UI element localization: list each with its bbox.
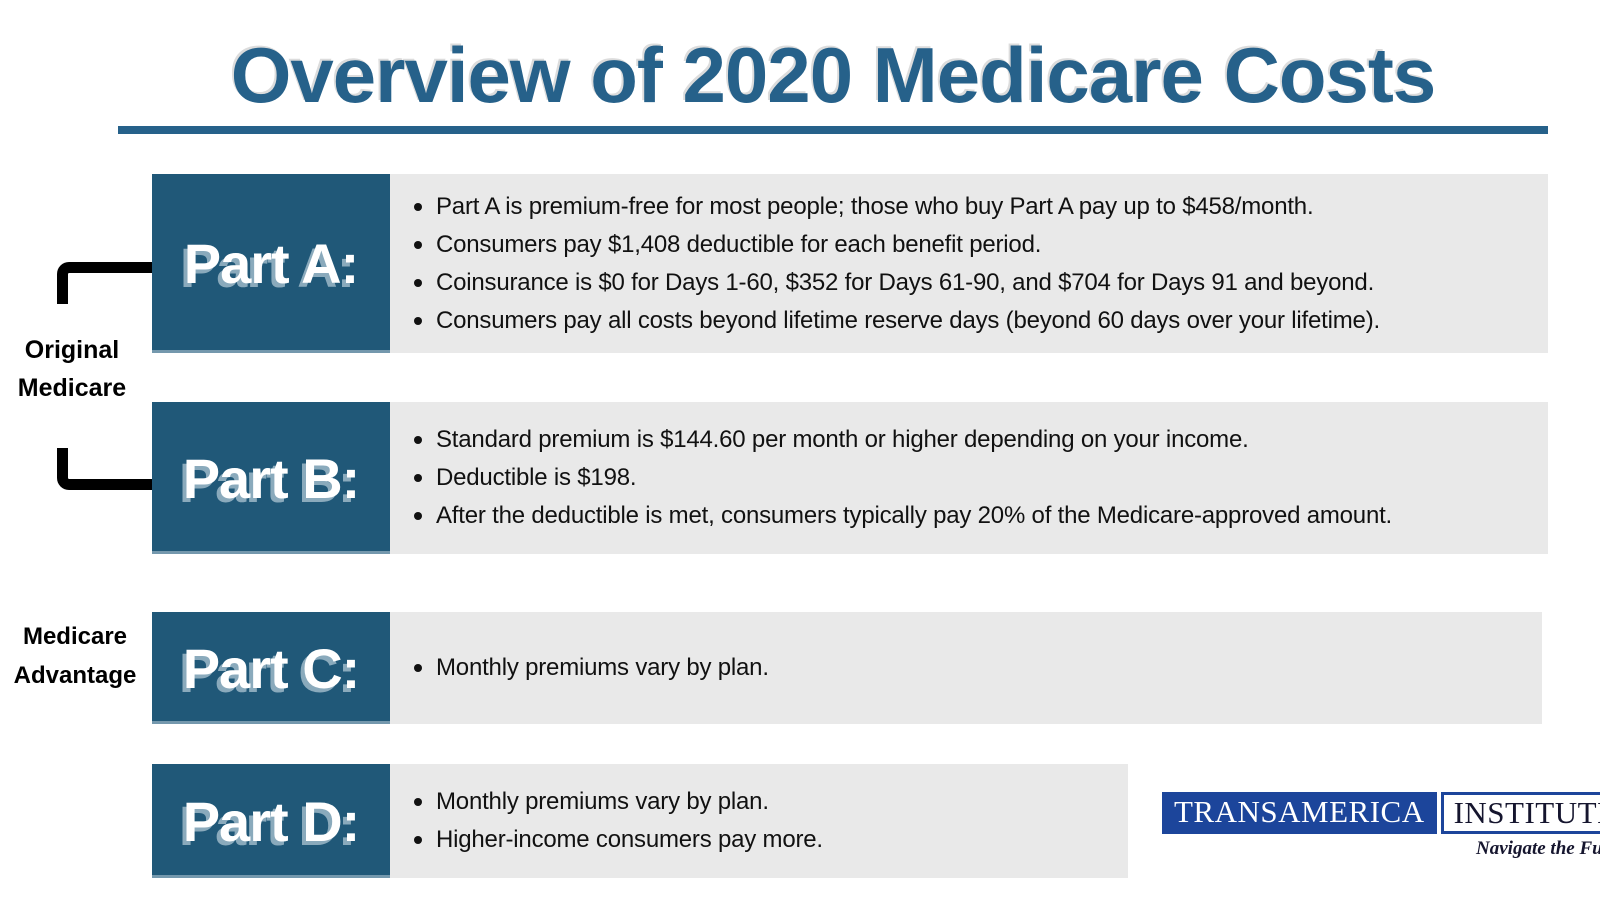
bullet-text: Consumers pay all costs beyond lifetime … <box>436 306 1380 334</box>
medicare-advantage-label-line1: Medicare <box>22 623 128 650</box>
part-a-label: Part A: <box>183 232 360 295</box>
bullet-text: Higher-income consumers pay more. <box>436 826 823 853</box>
bullet-item: Standard premium is $144.60 per month or… <box>414 421 1548 459</box>
part-d-label-box: Part D: <box>152 764 390 878</box>
bullet-dot <box>414 474 422 482</box>
title-block: Overview of 2020 Medicare Costs <box>118 31 1548 134</box>
original-medicare-bracket-bottom <box>57 448 154 490</box>
logo-brand-text: TRANSAMERICA <box>1174 793 1425 829</box>
bullet-text: Consumers pay $1,408 deductible for each… <box>436 230 1042 258</box>
bullet-dot <box>414 278 422 287</box>
logo-tagline: Navigate the Future. <box>1476 838 1600 859</box>
bullet-text: Part A is premium-free for most people; … <box>436 192 1314 220</box>
original-medicare-bracket-top <box>57 262 154 304</box>
bullet-item: Monthly premiums vary by plan. <box>414 783 1128 821</box>
part-d-details: Monthly premiums vary by plan. Higher-in… <box>390 764 1128 878</box>
part-a-row: Part A: Part A is premium-free for most … <box>152 174 1548 353</box>
part-b-label: Part B: <box>182 446 361 510</box>
original-medicare-label-line2: Medicare <box>17 374 127 402</box>
bullet-text: Standard premium is $144.60 per month or… <box>436 426 1249 453</box>
logo-wordmark: TRANSAMERICA INSTITUTE ® <box>1162 792 1600 834</box>
bullet-text: After the deductible is met, consumers t… <box>436 502 1393 529</box>
bullet-dot <box>414 240 422 249</box>
bullet-dot <box>414 202 422 211</box>
bullet-item: Consumers pay all costs beyond lifetime … <box>414 302 1548 340</box>
bullet-item: Higher-income consumers pay more. <box>414 821 1128 859</box>
bullet-item: Monthly premiums vary by plan. <box>414 649 1542 687</box>
part-d-label: Part D: <box>182 789 361 853</box>
page-title: Overview of 2020 Medicare Costs <box>230 31 1437 119</box>
bullet-dot <box>414 798 422 806</box>
bullet-dot <box>414 512 422 520</box>
bullet-item: Consumers pay $1,408 deductible for each… <box>414 226 1548 264</box>
bullet-item: Coinsurance is $0 for Days 1-60, $352 fo… <box>414 264 1548 302</box>
part-b-details: Standard premium is $144.60 per month or… <box>390 402 1548 554</box>
bullet-text: Monthly premiums vary by plan. <box>436 654 769 681</box>
medicare-advantage-label: Medicare Advantage <box>0 617 150 695</box>
part-d-row: Part D: Monthly premiums vary by plan. H… <box>152 764 1128 878</box>
transamerica-institute-logo: TRANSAMERICA INSTITUTE ® Navigate the Fu… <box>1162 792 1600 860</box>
original-medicare-label-line1: Original <box>24 336 120 364</box>
part-c-label-box: Part C: <box>152 612 390 724</box>
part-b-row: Part B: Standard premium is $144.60 per … <box>152 402 1548 554</box>
bullet-dot <box>414 836 422 844</box>
part-c-details: Monthly premiums vary by plan. <box>390 612 1542 724</box>
bullet-text: Monthly premiums vary by plan. <box>436 788 769 815</box>
bullet-item: Deductible is $198. <box>414 459 1548 497</box>
bullet-dot <box>414 436 422 444</box>
bullet-text: Deductible is $198. <box>436 464 637 491</box>
bullet-dot <box>414 664 422 672</box>
part-c-row: Part C: Monthly premiums vary by plan. <box>152 612 1542 724</box>
part-b-label-box: Part B: <box>152 402 390 554</box>
bullet-item: Part A is premium-free for most people; … <box>414 188 1548 226</box>
logo-brand-box: TRANSAMERICA <box>1162 792 1437 834</box>
logo-institute-text: INSTITUTE <box>1453 794 1600 830</box>
bullet-dot <box>414 316 422 325</box>
logo-institute-box: INSTITUTE ® <box>1440 792 1600 834</box>
part-c-label: Part C: <box>182 636 361 700</box>
bullet-item: After the deductible is met, consumers t… <box>414 497 1548 535</box>
part-a-label-box: Part A: <box>152 174 390 353</box>
part-a-details: Part A is premium-free for most people; … <box>390 174 1548 353</box>
original-medicare-label: Original Medicare <box>6 331 138 407</box>
bullet-text: Coinsurance is $0 for Days 1-60, $352 fo… <box>436 268 1375 296</box>
medicare-advantage-label-line2: Advantage <box>13 662 137 689</box>
